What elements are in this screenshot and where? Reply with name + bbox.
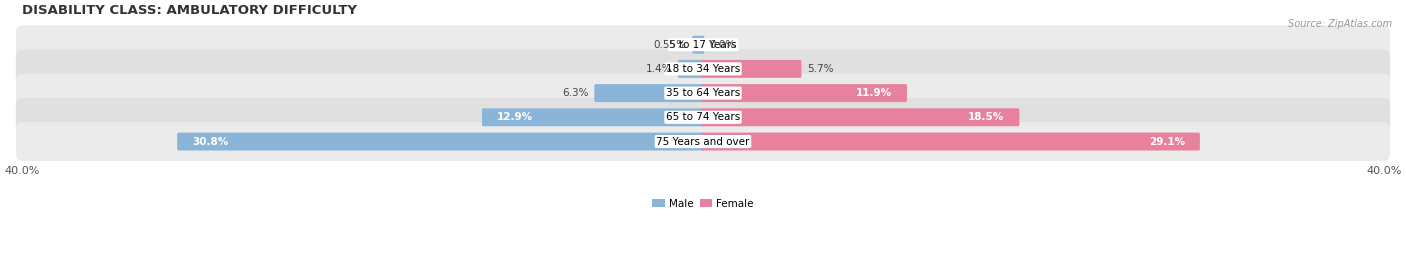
- Text: 18.5%: 18.5%: [969, 112, 1004, 122]
- Legend: Male, Female: Male, Female: [648, 194, 758, 213]
- Text: 5.7%: 5.7%: [807, 64, 834, 74]
- Text: 12.9%: 12.9%: [496, 112, 533, 122]
- FancyBboxPatch shape: [15, 122, 1391, 161]
- FancyBboxPatch shape: [678, 60, 704, 78]
- Text: 0.55%: 0.55%: [654, 40, 686, 50]
- Text: 75 Years and over: 75 Years and over: [657, 137, 749, 147]
- FancyBboxPatch shape: [692, 36, 704, 54]
- Text: 65 to 74 Years: 65 to 74 Years: [666, 112, 740, 122]
- Text: DISABILITY CLASS: AMBULATORY DIFFICULTY: DISABILITY CLASS: AMBULATORY DIFFICULTY: [22, 4, 357, 17]
- FancyBboxPatch shape: [702, 60, 801, 78]
- Text: 18 to 34 Years: 18 to 34 Years: [666, 64, 740, 74]
- Text: 5 to 17 Years: 5 to 17 Years: [669, 40, 737, 50]
- Text: 1.4%: 1.4%: [645, 64, 672, 74]
- Text: 29.1%: 29.1%: [1149, 137, 1185, 147]
- Text: 11.9%: 11.9%: [856, 88, 891, 98]
- Text: 35 to 64 Years: 35 to 64 Years: [666, 88, 740, 98]
- FancyBboxPatch shape: [15, 50, 1391, 88]
- FancyBboxPatch shape: [177, 133, 704, 151]
- FancyBboxPatch shape: [702, 108, 1019, 126]
- Text: 30.8%: 30.8%: [193, 137, 228, 147]
- FancyBboxPatch shape: [702, 84, 907, 102]
- FancyBboxPatch shape: [15, 98, 1391, 137]
- Text: Source: ZipAtlas.com: Source: ZipAtlas.com: [1288, 19, 1392, 29]
- FancyBboxPatch shape: [15, 74, 1391, 113]
- FancyBboxPatch shape: [595, 84, 704, 102]
- Text: 6.3%: 6.3%: [562, 88, 589, 98]
- FancyBboxPatch shape: [702, 133, 1199, 151]
- Text: 0.0%: 0.0%: [710, 40, 737, 50]
- FancyBboxPatch shape: [15, 25, 1391, 64]
- FancyBboxPatch shape: [482, 108, 704, 126]
